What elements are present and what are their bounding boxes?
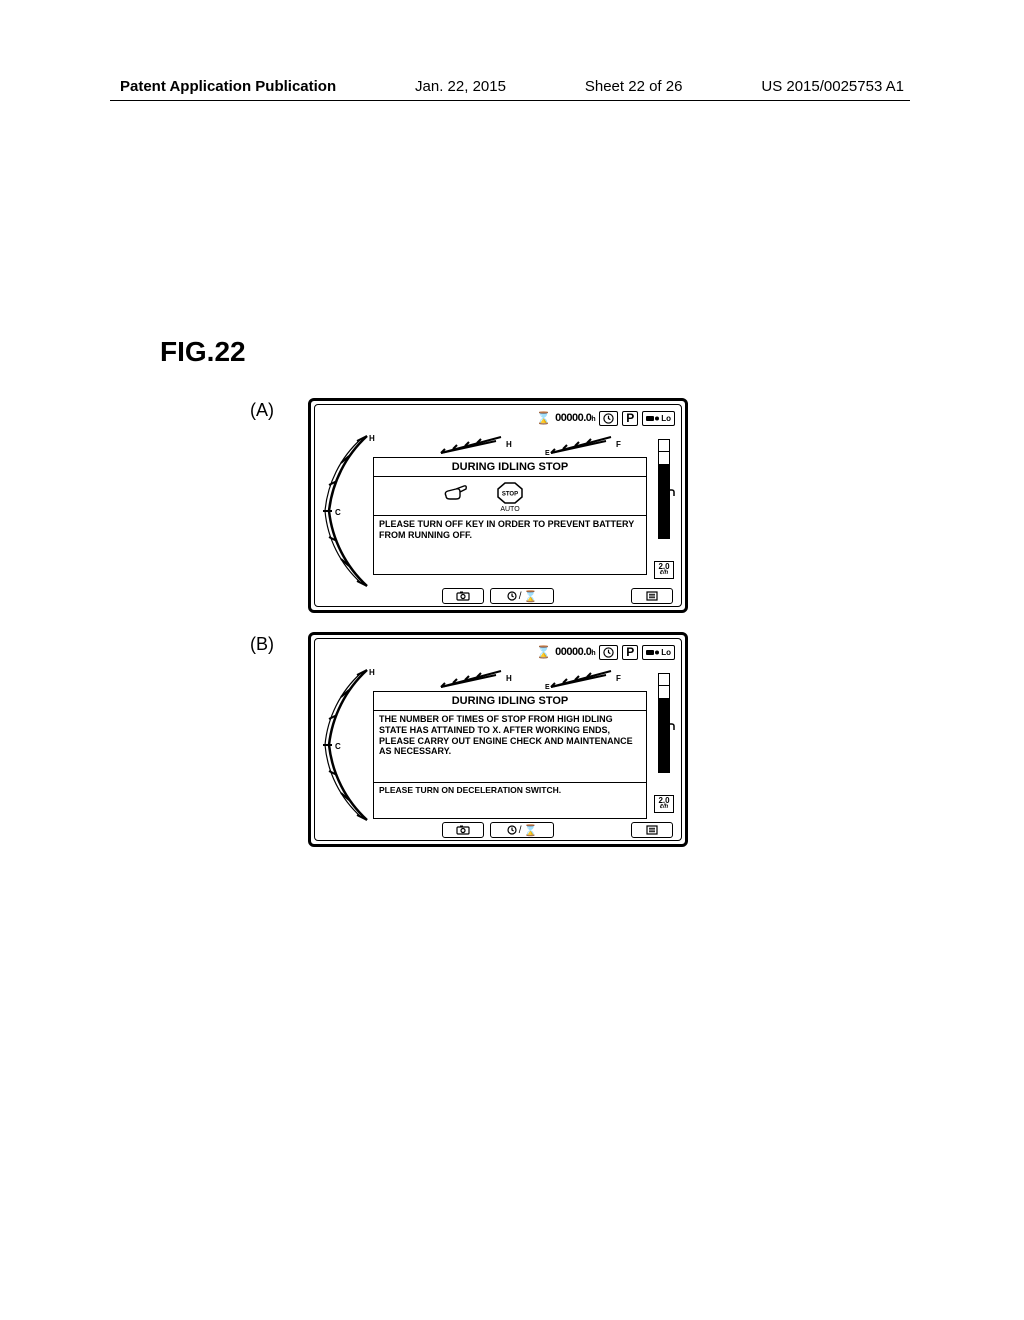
lo-label: Lo xyxy=(661,646,671,659)
message-body: PLEASE TURN OFF KEY IN ORDER TO PREVENT … xyxy=(374,516,646,544)
work-mode-pill: Lo xyxy=(642,411,675,426)
svg-text:E: E xyxy=(545,450,550,457)
hourglass-small-icon: ⌛ xyxy=(524,590,538,603)
slash: / xyxy=(519,825,522,836)
fuel-pump-icon xyxy=(659,718,677,736)
svg-text:F: F xyxy=(616,440,621,449)
clock-icon xyxy=(603,413,614,424)
fuel-bar: 2.0 ℓ/h xyxy=(653,439,675,579)
mini-gauges: H F E xyxy=(431,665,631,693)
fn-clock-hourglass[interactable]: / ⌛ xyxy=(490,822,554,838)
header-rule xyxy=(110,100,910,101)
message-footer: PLEASE TURN ON DECELERATION SWITCH. xyxy=(374,783,646,798)
left-gauge: H C xyxy=(319,431,379,591)
status-bar: ⌛ 00000.0h P Lo xyxy=(441,409,675,427)
mode-pill: P xyxy=(622,411,638,426)
application-number: US 2015/0025753 A1 xyxy=(761,78,904,95)
auto-stop-row: STOP AUTO xyxy=(374,477,646,516)
svg-text:E: E xyxy=(545,684,550,691)
svg-text:STOP: STOP xyxy=(502,492,518,498)
fn-clock-hourglass[interactable]: / ⌛ xyxy=(490,588,554,604)
message-body: THE NUMBER OF TIMES OF STOP FROM HIGH ID… xyxy=(374,711,646,783)
panel-b-label: (B) xyxy=(250,634,274,655)
message-title: DURING IDLING STOP xyxy=(374,692,646,711)
clock-icon xyxy=(603,647,614,658)
camera-icon xyxy=(456,591,470,601)
hourglass-icon: ⌛ xyxy=(536,411,551,425)
stop-octagon-icon: STOP xyxy=(495,481,525,505)
left-gauge: H C xyxy=(319,665,379,825)
mini-gauges: H F E xyxy=(431,431,631,459)
hours-unit: h xyxy=(591,650,595,657)
message-title: DURING IDLING STOP xyxy=(374,458,646,477)
fn-camera[interactable] xyxy=(442,588,484,604)
panel-a-label: (A) xyxy=(250,400,274,421)
svg-text:H: H xyxy=(369,434,375,443)
lo-label: Lo xyxy=(661,412,671,425)
clock-pill xyxy=(599,411,618,426)
work-mode-icon xyxy=(646,648,660,657)
svg-text:H: H xyxy=(506,440,512,449)
fuel-rate: 2.0 ℓ/h xyxy=(654,795,674,813)
slash: / xyxy=(519,591,522,602)
service-hours: 00000.0h xyxy=(555,412,595,424)
sheet-number: Sheet 22 of 26 xyxy=(585,78,683,95)
message-box: DURING IDLING STOP THE NUMBER OF TIMES O… xyxy=(373,691,647,819)
hours-unit: h xyxy=(591,416,595,423)
fn-menu[interactable] xyxy=(631,822,673,838)
pointing-hand-icon xyxy=(442,482,468,502)
page-header: Patent Application Publication Jan. 22, … xyxy=(0,78,1024,95)
fuel-bar: 2.0 ℓ/h xyxy=(653,673,675,813)
svg-text:H: H xyxy=(369,668,375,677)
fuel-rate-unit: ℓ/h xyxy=(656,804,672,811)
fuel-rate-value: 2.0 xyxy=(656,797,672,804)
svg-text:H: H xyxy=(506,674,512,683)
status-bar: ⌛ 00000.0h P Lo xyxy=(441,643,675,661)
menu-list-icon xyxy=(646,825,658,835)
fuel-rate: 2.0 ℓ/h xyxy=(654,561,674,579)
work-mode-pill: Lo xyxy=(642,645,675,660)
clock-small-icon xyxy=(507,591,517,601)
mode-letter: P xyxy=(626,646,634,659)
hours-value: 00000.0 xyxy=(555,412,591,424)
camera-icon xyxy=(456,825,470,835)
mode-letter: P xyxy=(626,412,634,425)
svg-text:F: F xyxy=(616,674,621,683)
service-hours: 00000.0h xyxy=(555,646,595,658)
auto-label: AUTO xyxy=(374,506,646,513)
publication-date: Jan. 22, 2015 xyxy=(415,78,506,95)
fuel-rate-value: 2.0 xyxy=(656,563,672,570)
function-key-row: / ⌛ xyxy=(311,822,685,838)
work-mode-icon xyxy=(646,414,660,423)
publication-label: Patent Application Publication xyxy=(120,78,336,95)
menu-list-icon xyxy=(646,591,658,601)
figure-label: FIG.22 xyxy=(160,336,246,368)
hours-value: 00000.0 xyxy=(555,646,591,658)
fn-menu[interactable] xyxy=(631,588,673,604)
fuel-rate-unit: ℓ/h xyxy=(656,570,672,577)
fn-camera[interactable] xyxy=(442,822,484,838)
function-key-row: / ⌛ xyxy=(311,588,685,604)
hourglass-small-icon: ⌛ xyxy=(524,824,538,837)
display-panel-a: ⌛ 00000.0h P Lo H C xyxy=(308,398,688,613)
svg-text:C: C xyxy=(335,742,341,751)
fuel-pump-icon xyxy=(659,484,677,502)
clock-small-icon xyxy=(507,825,517,835)
mode-pill: P xyxy=(622,645,638,660)
display-panel-b: ⌛ 00000.0h P Lo H C xyxy=(308,632,688,847)
message-box: DURING IDLING STOP STOP AUTO PLEASE TURN… xyxy=(373,457,647,575)
svg-text:C: C xyxy=(335,508,341,517)
hourglass-icon: ⌛ xyxy=(536,645,551,659)
clock-pill xyxy=(599,645,618,660)
